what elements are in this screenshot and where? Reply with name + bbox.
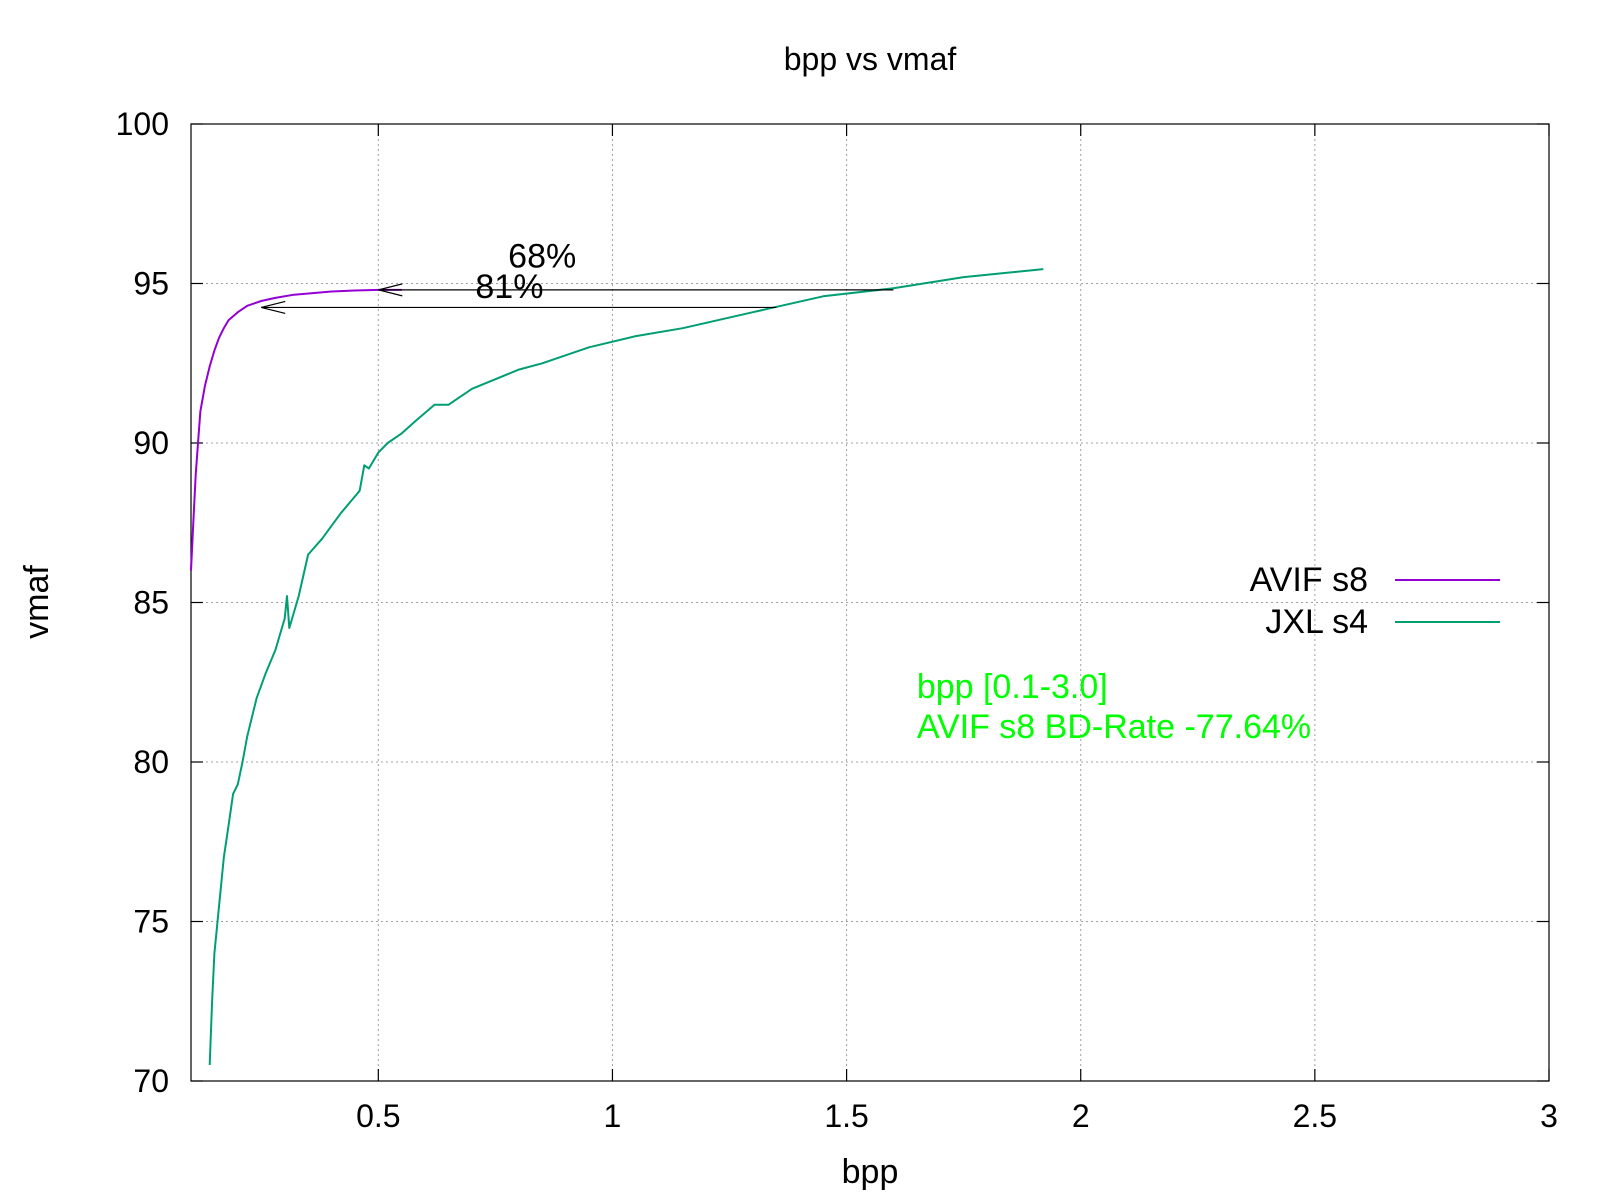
x-tick-label: 3	[1540, 1098, 1558, 1134]
axis-ticks: 0.5 1 1.5 2 2.5 3 70 75 80 85 90 95 100	[116, 106, 1558, 1134]
plot-frame	[190, 123, 1550, 1082]
annotation-label: 68%	[508, 238, 576, 276]
annotation-label: AVIF s8 BD-Rate -77.64%	[917, 708, 1311, 746]
y-tick-label: 90	[133, 425, 169, 461]
x-tick-label: 2.5	[1293, 1098, 1337, 1134]
y-tick-label: 85	[133, 585, 169, 621]
annotation-label: bpp [0.1-3.0]	[917, 668, 1108, 706]
arrow-annotations	[261, 283, 894, 315]
legend: AVIF s8 JXL s4	[1250, 561, 1500, 641]
grid-lines	[191, 124, 1549, 1081]
x-tick-label: 0.5	[356, 1098, 400, 1134]
annotation-label: 81%	[475, 268, 543, 306]
y-tick-label: 95	[133, 266, 169, 302]
y-tick-label: 80	[133, 744, 169, 780]
series-lines	[190, 268, 1044, 1066]
x-tick-label: 1	[604, 1098, 622, 1134]
series-line-jxl-s4	[208, 268, 1044, 1066]
text-annotations: 68%81% bpp [0.1-3.0]AVIF s8 BD-Rate -77.6…	[475, 238, 1311, 747]
x-tick-label: 2	[1072, 1098, 1090, 1134]
y-axis-label: vmaf	[18, 565, 56, 639]
x-axis-label: bpp	[842, 1153, 899, 1191]
y-tick-label: 75	[133, 904, 169, 940]
arrow-head	[378, 283, 403, 297]
series-line-avif-s8	[190, 288, 402, 571]
x-tick-label: 1.5	[824, 1098, 868, 1134]
y-tick-label: 70	[133, 1063, 169, 1099]
y-tick-label: 100	[116, 106, 169, 142]
chart-title: bpp vs vmaf	[784, 41, 957, 77]
legend-label: JXL s4	[1265, 603, 1368, 641]
legend-label: AVIF s8	[1250, 561, 1368, 599]
arrow-head	[261, 300, 286, 315]
